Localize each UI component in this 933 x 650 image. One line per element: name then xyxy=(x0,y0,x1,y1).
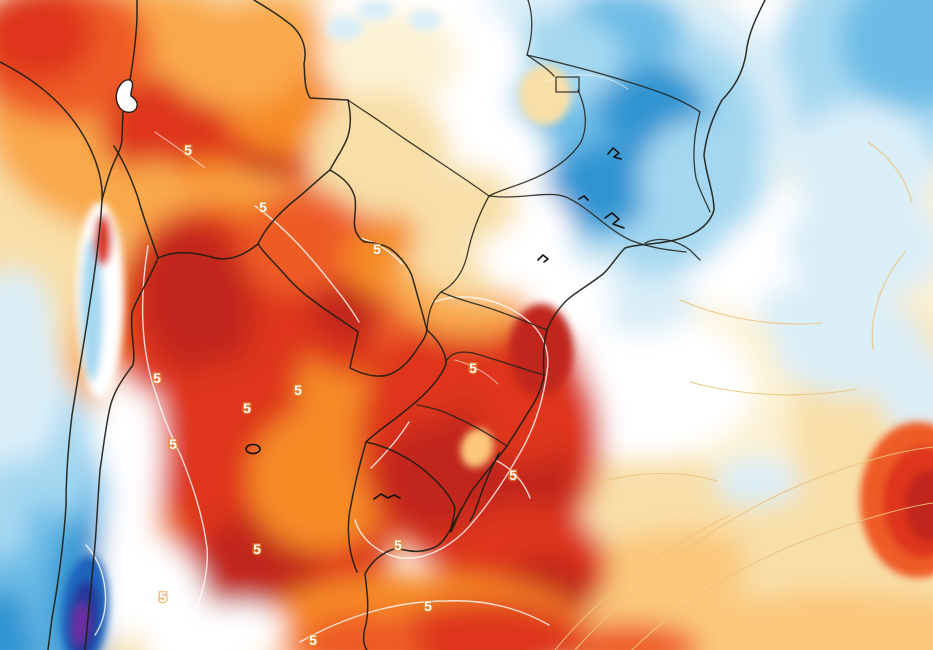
saopaulo-parana-border xyxy=(440,291,548,331)
reservoir-squiggle-3 xyxy=(578,195,589,201)
anomaly-blob-midBlue xyxy=(544,141,666,229)
reservoir-squiggle-4 xyxy=(537,254,549,263)
anomaly-field-sharp xyxy=(61,0,933,650)
anomaly-blob-sand xyxy=(519,65,571,125)
anomaly-blob-red xyxy=(94,214,112,266)
anomaly-blob-purple xyxy=(72,603,90,645)
country-borders xyxy=(0,0,766,650)
anomaly-blob-redOrange xyxy=(241,188,363,296)
anomaly-blob-redOrange xyxy=(560,623,700,650)
mar-chiquita-lake xyxy=(245,443,261,455)
anomaly-blob-darkRed xyxy=(138,225,254,375)
bolivia-paraguay-border xyxy=(257,169,331,245)
anomaly-blob-darkRed xyxy=(509,304,573,396)
lagoa-mirim xyxy=(450,508,462,533)
anomaly-blob-lightBlue xyxy=(81,238,103,382)
anomaly-blob-paleBlue xyxy=(591,270,695,334)
contour-label: 5 xyxy=(169,436,177,452)
bolivia-brazil-border xyxy=(253,0,352,171)
contour-label: 5 xyxy=(243,400,251,416)
paraguay-argentina-border xyxy=(257,243,428,377)
argentina-uruguay-border xyxy=(347,441,367,573)
anomaly-blob-paleBlue xyxy=(409,10,441,30)
pacific-coastline xyxy=(0,61,103,650)
anomaly-blob-paleBlue xyxy=(327,16,363,40)
contour-label: 5 xyxy=(509,467,517,483)
mato-grosso-ms-border xyxy=(347,99,490,197)
anomaly-blob-deepOrange xyxy=(248,408,392,552)
peru-bolivia-border-north xyxy=(129,0,138,81)
lagoa-dos-patos xyxy=(469,452,500,522)
anomaly-blob-darkRed xyxy=(905,470,933,542)
rio-negro-reservoir-squiggle xyxy=(373,493,401,500)
bahia-minas-border xyxy=(526,54,701,113)
anomaly-blob-paleBlue xyxy=(0,268,54,392)
anomaly-blob-lightOrange xyxy=(460,428,494,468)
anomaly-blob-white xyxy=(98,389,162,650)
contour-labels: 5 5 5 5 5 5 5 5 5 5 5 5 5 5 xyxy=(152,141,519,650)
lake-titicaca xyxy=(115,79,138,113)
state-borders xyxy=(347,0,711,500)
anomaly-blob-paleBlue xyxy=(878,350,933,434)
contour-label: 5 xyxy=(153,370,161,386)
brazil-paraguay-border xyxy=(365,241,428,331)
anomaly-blob-paleBlue xyxy=(357,0,393,20)
chile-argentina-border xyxy=(84,257,159,650)
chile-bolivia-border xyxy=(113,145,159,259)
contour-label: 5 xyxy=(259,199,267,215)
anomaly-blob-sand xyxy=(402,165,518,245)
santacatarina-riograndedosul-border xyxy=(416,404,508,447)
anomaly-blob-redOrange xyxy=(298,613,422,650)
contour-label: 5 xyxy=(294,382,302,398)
peru-bolivia-border xyxy=(101,111,124,201)
atlantic-coastline xyxy=(362,0,766,650)
anomaly-blob-lightBlue xyxy=(638,118,762,242)
brazil-argentina-border xyxy=(365,329,447,443)
parana-river-border xyxy=(426,195,490,331)
goias-minas-border xyxy=(488,89,586,197)
minas-saopaulo-border xyxy=(488,193,687,253)
anomaly-blob-white xyxy=(96,370,140,494)
anomaly-blob-orange xyxy=(215,0,325,65)
reservoir-squiggle-2 xyxy=(604,212,625,229)
contour-label: 5 xyxy=(469,360,477,376)
rio-de-janeiro-border xyxy=(644,238,701,261)
anomaly-blob-paleBlue xyxy=(790,103,933,227)
contour-label: 5 xyxy=(309,632,317,648)
paraguay-river-border xyxy=(329,169,367,243)
bolivia-argentina-border xyxy=(157,243,259,260)
anomaly-blob-blue xyxy=(840,0,933,110)
espirito-santo-border xyxy=(693,111,711,213)
parana-santacatarina-border xyxy=(446,351,545,376)
anomaly-blob-paleBlue xyxy=(715,458,799,506)
uruguay-brazil-border xyxy=(365,441,456,532)
reservoir-squiggle-1 xyxy=(607,147,622,160)
contour-label: 5 xyxy=(394,537,402,553)
contour-label: 5 xyxy=(159,589,167,605)
anomaly-blob-white xyxy=(144,602,286,650)
contour-label: 5 xyxy=(184,142,192,158)
anomaly-blob-red xyxy=(0,0,94,81)
contour-label: 5 xyxy=(373,241,381,257)
anomaly-blob-paleBlue xyxy=(758,284,842,340)
contour-label: 5 xyxy=(253,541,261,557)
anomaly-blob-red xyxy=(385,600,585,650)
contour-label: 5 xyxy=(424,598,432,614)
